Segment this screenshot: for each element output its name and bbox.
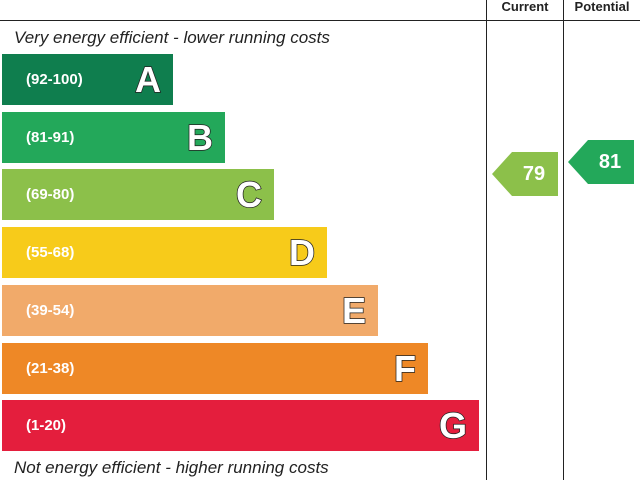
- band-range-label: (81-91): [26, 129, 75, 146]
- current-arrow-shape: [492, 152, 558, 196]
- band-range-label: (21-38): [26, 360, 75, 377]
- current-rating-arrow: 79: [492, 152, 558, 196]
- band-range-label: (39-54): [26, 302, 75, 319]
- band-letter-label: B: [186, 116, 214, 159]
- band-range-label: (92-100): [26, 71, 83, 88]
- potential-rating-value: 81: [598, 151, 622, 173]
- current-column-divider: [563, 0, 564, 480]
- bottom-caption: Not energy efficient - higher running co…: [14, 458, 329, 477]
- header-divider: [0, 20, 640, 21]
- band-g: (1-20) G: [2, 400, 479, 451]
- potential-rating-arrow: 81: [568, 140, 634, 184]
- band-letter-label: G: [438, 404, 468, 447]
- band-d: (55-68) D: [2, 227, 327, 278]
- band-range-label: (69-80): [26, 186, 75, 203]
- current-column-header: Current: [501, 0, 549, 14]
- band-letter-label: F: [393, 347, 417, 390]
- band-b: (81-91) B: [2, 112, 225, 163]
- band-letter-label: C: [235, 173, 263, 216]
- band-f: (21-38) F: [2, 343, 428, 394]
- band-a: (92-100) A: [2, 54, 173, 105]
- chart-column-divider: [486, 0, 487, 480]
- potential-arrow-shape: [568, 140, 634, 184]
- potential-column-header: Potential: [574, 0, 630, 14]
- band-letter-label: E: [341, 289, 367, 332]
- band-range-label: (1-20): [26, 417, 67, 434]
- current-rating-value: 79: [522, 163, 546, 185]
- band-range-label: (55-68): [26, 244, 75, 261]
- band-e: (39-54) E: [2, 285, 378, 336]
- band-c: (69-80) C: [2, 169, 274, 220]
- band-letter-label: D: [288, 231, 316, 274]
- band-letter-label: A: [134, 58, 162, 101]
- top-caption: Very energy efficient - lower running co…: [14, 28, 330, 47]
